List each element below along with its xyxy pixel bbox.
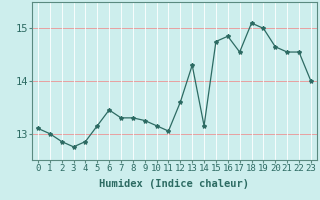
X-axis label: Humidex (Indice chaleur): Humidex (Indice chaleur) [100, 179, 249, 189]
